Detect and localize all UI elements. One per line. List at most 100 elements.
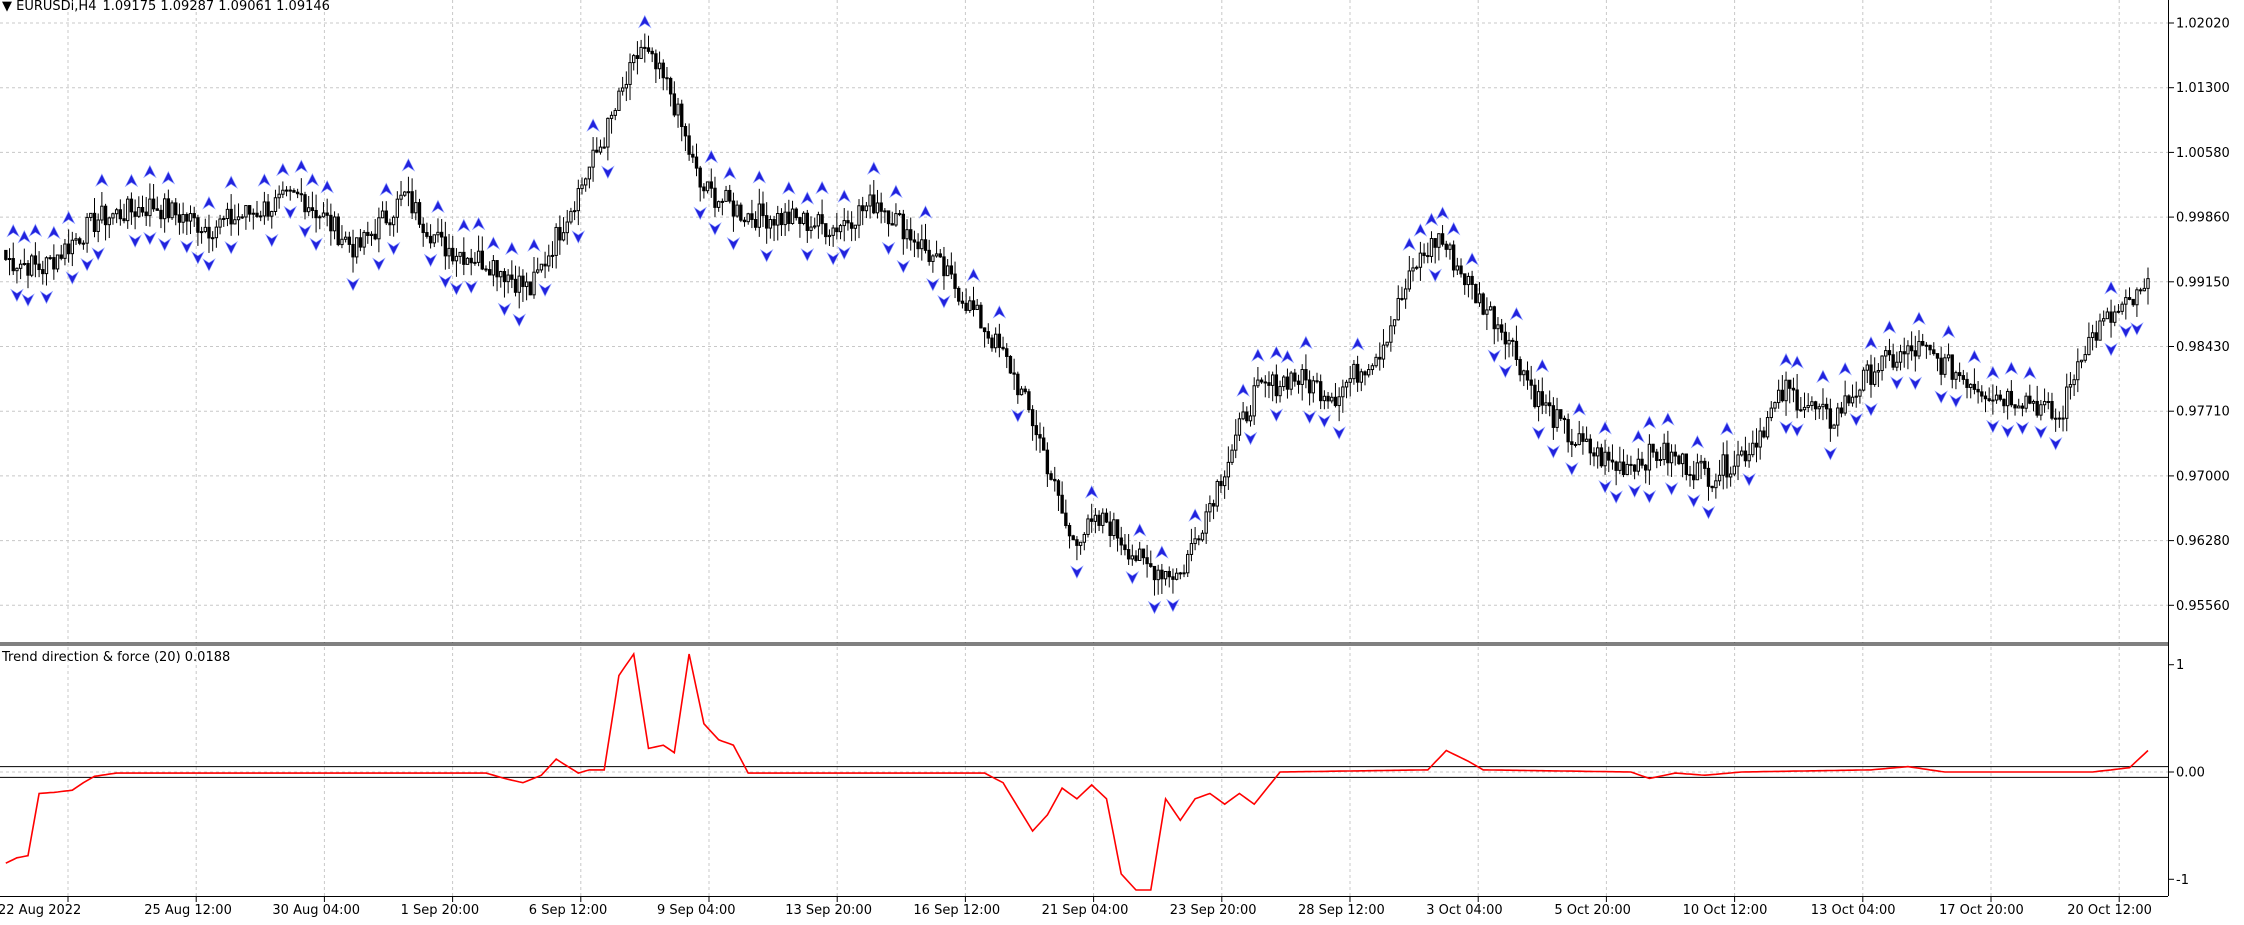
fractal-down-arrow-icon bbox=[2104, 342, 2118, 357]
candle-body bbox=[1898, 351, 1903, 363]
candle-body bbox=[299, 193, 303, 196]
candle bbox=[868, 184, 872, 219]
price-pane[interactable]: ▼ EURUSDi,H4 1.09175 1.09287 1.09061 1.09… bbox=[0, 0, 2168, 643]
candle-body bbox=[831, 227, 835, 236]
candle-body bbox=[1252, 385, 1256, 417]
candle bbox=[1843, 380, 1847, 416]
candle-body bbox=[78, 238, 82, 244]
candle bbox=[1333, 383, 1338, 408]
candle-body bbox=[1134, 555, 1138, 561]
candle bbox=[731, 192, 736, 232]
fractal-down-arrow-icon bbox=[1598, 480, 1612, 494]
candle bbox=[1699, 454, 1703, 480]
fractal-up-arrow-icon bbox=[471, 216, 486, 231]
candle-body bbox=[1965, 378, 1969, 388]
time-tick-label: 3 Oct 04:00 bbox=[1426, 903, 1502, 918]
fractal-down-arrow-icon bbox=[2034, 425, 2048, 440]
candle-body bbox=[949, 265, 954, 275]
candle bbox=[2116, 303, 2121, 314]
fractal-down-arrow-icon bbox=[1864, 402, 1878, 417]
candle bbox=[114, 207, 119, 224]
candle-body bbox=[517, 275, 521, 293]
candle-body bbox=[1008, 355, 1013, 374]
candle bbox=[377, 207, 381, 253]
candle bbox=[103, 203, 108, 241]
candle-body bbox=[572, 210, 577, 213]
candle-body bbox=[137, 206, 141, 217]
candle-body bbox=[510, 274, 514, 280]
candle bbox=[1008, 355, 1013, 374]
candle-body bbox=[1961, 375, 1966, 380]
candle bbox=[1869, 354, 1873, 398]
candle bbox=[768, 215, 773, 239]
candle-body bbox=[1522, 370, 1526, 376]
candle bbox=[2076, 348, 2080, 393]
candle-body bbox=[1367, 369, 1371, 376]
candle-body bbox=[661, 62, 665, 79]
candle bbox=[1596, 441, 1600, 469]
candle-body bbox=[2124, 297, 2128, 305]
candle-body bbox=[680, 103, 684, 128]
fractal-down-arrow-icon bbox=[1686, 494, 1701, 508]
fractal-down-arrow-icon bbox=[708, 222, 722, 236]
candle-body bbox=[1987, 398, 1991, 402]
candle-body bbox=[48, 257, 52, 260]
candle bbox=[1400, 286, 1404, 301]
candle-body bbox=[1341, 386, 1345, 398]
candle-body bbox=[783, 211, 787, 226]
candle bbox=[22, 248, 26, 266]
candle-body bbox=[1193, 538, 1197, 545]
candle-body bbox=[1119, 537, 1123, 546]
candle bbox=[1174, 568, 1179, 581]
candle-body bbox=[1843, 395, 1847, 414]
candle bbox=[299, 178, 303, 202]
indicator-pane[interactable]: Trend direction & force (20) 0.0188 bbox=[0, 647, 2168, 896]
collapse-triangle-icon: ▼ bbox=[2, 0, 16, 14]
candle bbox=[1090, 503, 1094, 533]
candle-body bbox=[1045, 449, 1050, 475]
candle bbox=[1378, 342, 1382, 371]
candle-body bbox=[698, 167, 702, 188]
candle-body bbox=[325, 212, 329, 216]
candle-body bbox=[59, 254, 63, 259]
candle-body bbox=[676, 103, 680, 116]
candle bbox=[1791, 377, 1796, 403]
price-axis[interactable]: 1.02020 1.01300 1.00580 0.99860 0.99150 0.984… bbox=[2168, 0, 2230, 896]
candle-body bbox=[1640, 458, 1644, 466]
candle-body bbox=[1998, 394, 2002, 400]
fractal-down-arrow-icon bbox=[438, 274, 453, 289]
fractal-down-arrow-icon bbox=[21, 293, 35, 307]
candle-body bbox=[2035, 400, 2039, 416]
candle-body bbox=[905, 229, 909, 240]
candle-body bbox=[347, 236, 352, 245]
candle bbox=[1540, 377, 1544, 415]
fractal-down-arrow-icon bbox=[1147, 600, 1162, 615]
candle-body bbox=[469, 257, 473, 264]
candle bbox=[2124, 289, 2128, 320]
candle bbox=[798, 216, 802, 238]
time-axis[interactable]: 22 Aug 2022 25 Aug 12:00 30 Aug 04:00 1 Sep… bbox=[0, 896, 2168, 919]
candle-body bbox=[1141, 548, 1146, 559]
candle bbox=[838, 223, 843, 240]
time-tick-label: 22 Aug 2022 bbox=[0, 903, 81, 918]
candle bbox=[1256, 366, 1260, 389]
candle bbox=[2057, 411, 2062, 428]
candle-body bbox=[901, 213, 906, 240]
candle bbox=[2035, 385, 2039, 418]
fractal-down-arrow-icon bbox=[80, 257, 94, 272]
candle bbox=[48, 254, 52, 260]
candle bbox=[1030, 405, 1035, 441]
candle-body bbox=[554, 226, 558, 256]
candle bbox=[1078, 541, 1083, 555]
candle bbox=[395, 191, 400, 233]
candle-body bbox=[1189, 543, 1194, 555]
candle bbox=[938, 249, 942, 258]
candle bbox=[15, 267, 19, 284]
candle bbox=[1075, 536, 1079, 561]
candle bbox=[229, 194, 233, 236]
candle bbox=[1241, 401, 1245, 421]
fractal-up-arrow-icon bbox=[143, 164, 157, 179]
candle bbox=[1149, 550, 1153, 568]
candle bbox=[1732, 450, 1737, 477]
